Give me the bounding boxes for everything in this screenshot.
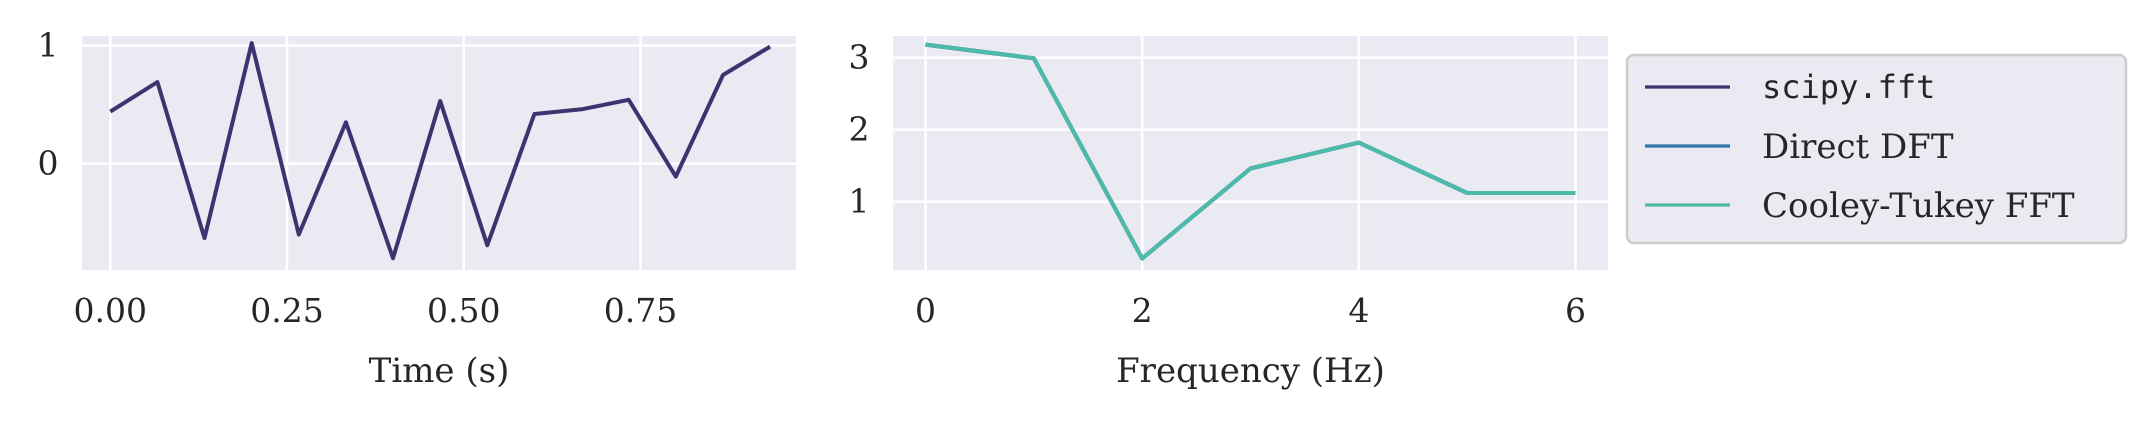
legend: scipy.fft Direct DFT Cooley-Tukey FFT bbox=[1625, 53, 2128, 245]
freq-x-tick-label: 6 bbox=[1565, 291, 1586, 330]
time-x-tick-label: 0.25 bbox=[250, 291, 323, 330]
frequency-domain-plot: 0 2 4 6 1 2 3 Frequency (Hz) bbox=[849, 36, 1608, 391]
legend-label-cooley-tukey-fft: Cooley-Tukey FFT bbox=[1762, 186, 2075, 226]
freq-x-axis-label: Frequency (Hz) bbox=[1116, 351, 1385, 391]
time-x-tick-label: 0.75 bbox=[604, 291, 677, 330]
time-x-tick-label: 0.00 bbox=[74, 291, 147, 330]
time-series-line-0 bbox=[109, 41, 772, 261]
time-x-tick-label: 0.50 bbox=[427, 291, 500, 330]
legend-box bbox=[1625, 53, 2128, 245]
legend-label-scipy-fft: scipy.fft bbox=[1762, 68, 1935, 106]
freq-plot-area bbox=[893, 36, 1608, 270]
freq-y-tick-label: 2 bbox=[849, 110, 870, 149]
time-y-tick-label: 1 bbox=[38, 25, 59, 64]
freq-x-tick-label: 2 bbox=[1132, 291, 1153, 330]
freq-y-tick-label: 3 bbox=[849, 38, 870, 77]
freq-x-tick-label: 4 bbox=[1348, 291, 1369, 330]
legend-label-direct-dft: Direct DFT bbox=[1762, 127, 1954, 167]
time-x-axis-label: Time (s) bbox=[369, 351, 510, 391]
time-domain-plot: 0.00 0.25 0.50 0.75 0 1 Time (s) bbox=[38, 25, 796, 391]
freq-x-tick-label: 0 bbox=[915, 291, 936, 330]
time-y-tick-label: 0 bbox=[38, 144, 59, 183]
freq-y-tick-label: 1 bbox=[849, 182, 870, 221]
freq-series-line-2 bbox=[925, 42, 1576, 261]
